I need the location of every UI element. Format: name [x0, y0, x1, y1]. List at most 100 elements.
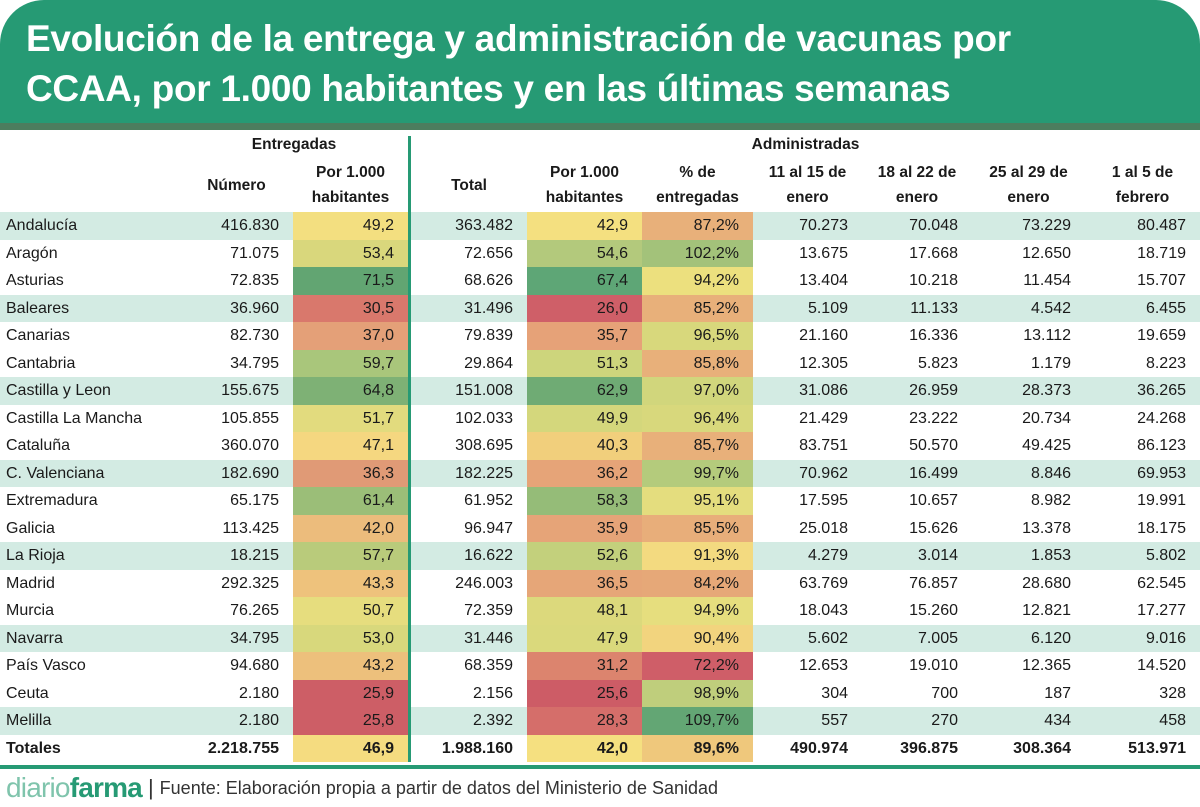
value-cell: 109,7% — [642, 707, 753, 735]
table-row: Galicia 113.425 42,0 96.947 35,9 85,5% 25.018 1… — [0, 514, 1200, 542]
column-header: Por 1.000 habitantes — [293, 158, 408, 212]
group-divider — [408, 136, 411, 762]
value-cell: 42,9 — [527, 212, 642, 240]
logo-farma: farma — [69, 772, 143, 803]
value-cell: 270 — [931, 712, 958, 729]
value-cell: 113.425 — [222, 519, 279, 537]
value-cell: 25,9 — [293, 679, 408, 707]
column-header-line-2: enero — [786, 189, 829, 206]
value-cell: 70.962 — [799, 464, 848, 482]
value-cell: 19.010 — [909, 657, 958, 674]
value-cell: 49,9 — [527, 404, 642, 432]
column-header: 11 al 15 de enero — [753, 158, 862, 212]
value-cell: 18.719 — [1137, 244, 1186, 262]
region-name: C. Valenciana — [6, 464, 105, 482]
value-cell: 79.839 — [464, 327, 513, 344]
value-cell: 89,6% — [642, 734, 753, 762]
value-cell: 68.626 — [464, 272, 513, 289]
value-cell: 72.359 — [464, 602, 513, 619]
region-name: Castilla La Mancha — [6, 409, 143, 427]
column-header: 25 al 29 de enero — [972, 158, 1085, 212]
column-header-line-2: enero — [895, 189, 939, 206]
title-line-1: Evolución de la entrega y administración… — [26, 18, 1011, 59]
value-cell: 9.016 — [1145, 629, 1186, 647]
value-cell: 21.429 — [799, 409, 848, 427]
region-name: País Vasco — [6, 657, 86, 674]
value-cell: 26.959 — [909, 382, 958, 399]
value-cell: 21.160 — [799, 327, 848, 344]
value-cell: 434 — [1044, 712, 1071, 729]
value-cell: 304 — [821, 684, 848, 702]
table-row: Cantabria 34.795 59,7 29.864 51,3 85,8% 12.305… — [0, 349, 1200, 377]
region-name: Melilla — [6, 712, 52, 729]
value-cell: 36,5 — [527, 569, 642, 597]
value-cell: 16.499 — [909, 464, 958, 482]
value-cell: 25,6 — [527, 679, 642, 707]
value-cell: 57,7 — [293, 542, 408, 570]
value-cell: 24.268 — [1137, 409, 1186, 427]
value-cell: 1.988.160 — [441, 739, 513, 757]
value-cell: 2.180 — [238, 684, 279, 702]
value-cell: 70.048 — [909, 217, 958, 234]
value-cell: 4.279 — [807, 547, 848, 564]
value-cell: 105.855 — [221, 409, 279, 427]
column-header-line-2: enero — [1007, 189, 1050, 206]
value-cell: 557 — [821, 712, 848, 729]
value-cell: 19.659 — [1137, 327, 1186, 344]
value-cell: 53,4 — [293, 239, 408, 267]
title-banner: Evolución de la entrega y administración… — [0, 0, 1200, 123]
value-cell: 86.123 — [1137, 437, 1186, 454]
value-cell: 83.751 — [799, 437, 848, 454]
region-name: Ceuta — [6, 684, 49, 702]
logo-diario: diario — [6, 772, 70, 803]
footer-separator: | — [147, 775, 154, 800]
value-cell: 308.364 — [1013, 739, 1071, 757]
value-cell: 51,3 — [527, 349, 642, 377]
value-cell: 2.156 — [472, 684, 513, 702]
value-cell: 1.179 — [1030, 354, 1071, 372]
region-name: Murcia — [6, 602, 55, 619]
value-cell: 52,6 — [527, 542, 642, 570]
value-cell: 94.680 — [230, 657, 279, 674]
value-cell: 37,0 — [293, 322, 408, 350]
value-cell: 12.653 — [799, 657, 848, 674]
value-cell: 85,2% — [642, 294, 753, 322]
column-header-line-2: Número — [207, 176, 266, 194]
value-cell: 69.953 — [1137, 464, 1186, 482]
value-cell: 42,0 — [527, 734, 642, 762]
value-cell: 15.260 — [909, 602, 958, 619]
value-cell: 12.650 — [1022, 244, 1071, 262]
table-row: Melilla 2.180 25,8 2.392 28,3 109,7% 557 270 434… — [0, 707, 1200, 735]
value-cell: 68.359 — [464, 657, 513, 674]
value-cell: 28,3 — [527, 707, 642, 735]
value-cell: 36,2 — [527, 459, 642, 487]
value-cell: 18.215 — [230, 547, 279, 564]
value-cell: 28.680 — [1022, 574, 1071, 592]
value-cell: 6.455 — [1145, 299, 1186, 317]
region-name: Castilla y Leon — [6, 382, 111, 399]
table-row: Cataluña 360.070 47,1 308.695 40,3 85,7% 83.75… — [0, 432, 1200, 460]
column-header-line-1: % de — [679, 164, 716, 181]
value-cell: 246.003 — [455, 574, 513, 592]
value-cell: 13.378 — [1022, 519, 1071, 537]
column-header-line-2: habitantes — [311, 189, 390, 206]
value-cell: 8.223 — [1145, 354, 1186, 372]
value-cell: 58,3 — [527, 487, 642, 515]
value-cell: 65.175 — [230, 492, 279, 509]
value-cell: 182.690 — [221, 464, 279, 482]
value-cell: 96.947 — [464, 519, 513, 537]
column-header-line-2: Total — [451, 176, 487, 194]
value-cell: 34.795 — [230, 629, 279, 647]
column-header: 18 al 22 de enero — [862, 158, 972, 212]
value-cell: 85,8% — [642, 349, 753, 377]
value-cell: 62,9 — [527, 377, 642, 405]
value-cell: 2.180 — [238, 712, 279, 729]
value-cell: 36.265 — [1137, 382, 1186, 399]
value-cell: 458 — [1159, 712, 1186, 729]
value-cell: 12.821 — [1022, 602, 1071, 619]
value-cell: 64,8 — [293, 377, 408, 405]
footer: diario farma | Fuente: Elaboración propia… — [6, 772, 718, 804]
table-row: Murcia 76.265 50,7 72.359 48,1 94,9% 18.043 15.… — [0, 597, 1200, 625]
value-cell: 31,2 — [527, 652, 642, 680]
value-cell: 187 — [1044, 684, 1071, 702]
